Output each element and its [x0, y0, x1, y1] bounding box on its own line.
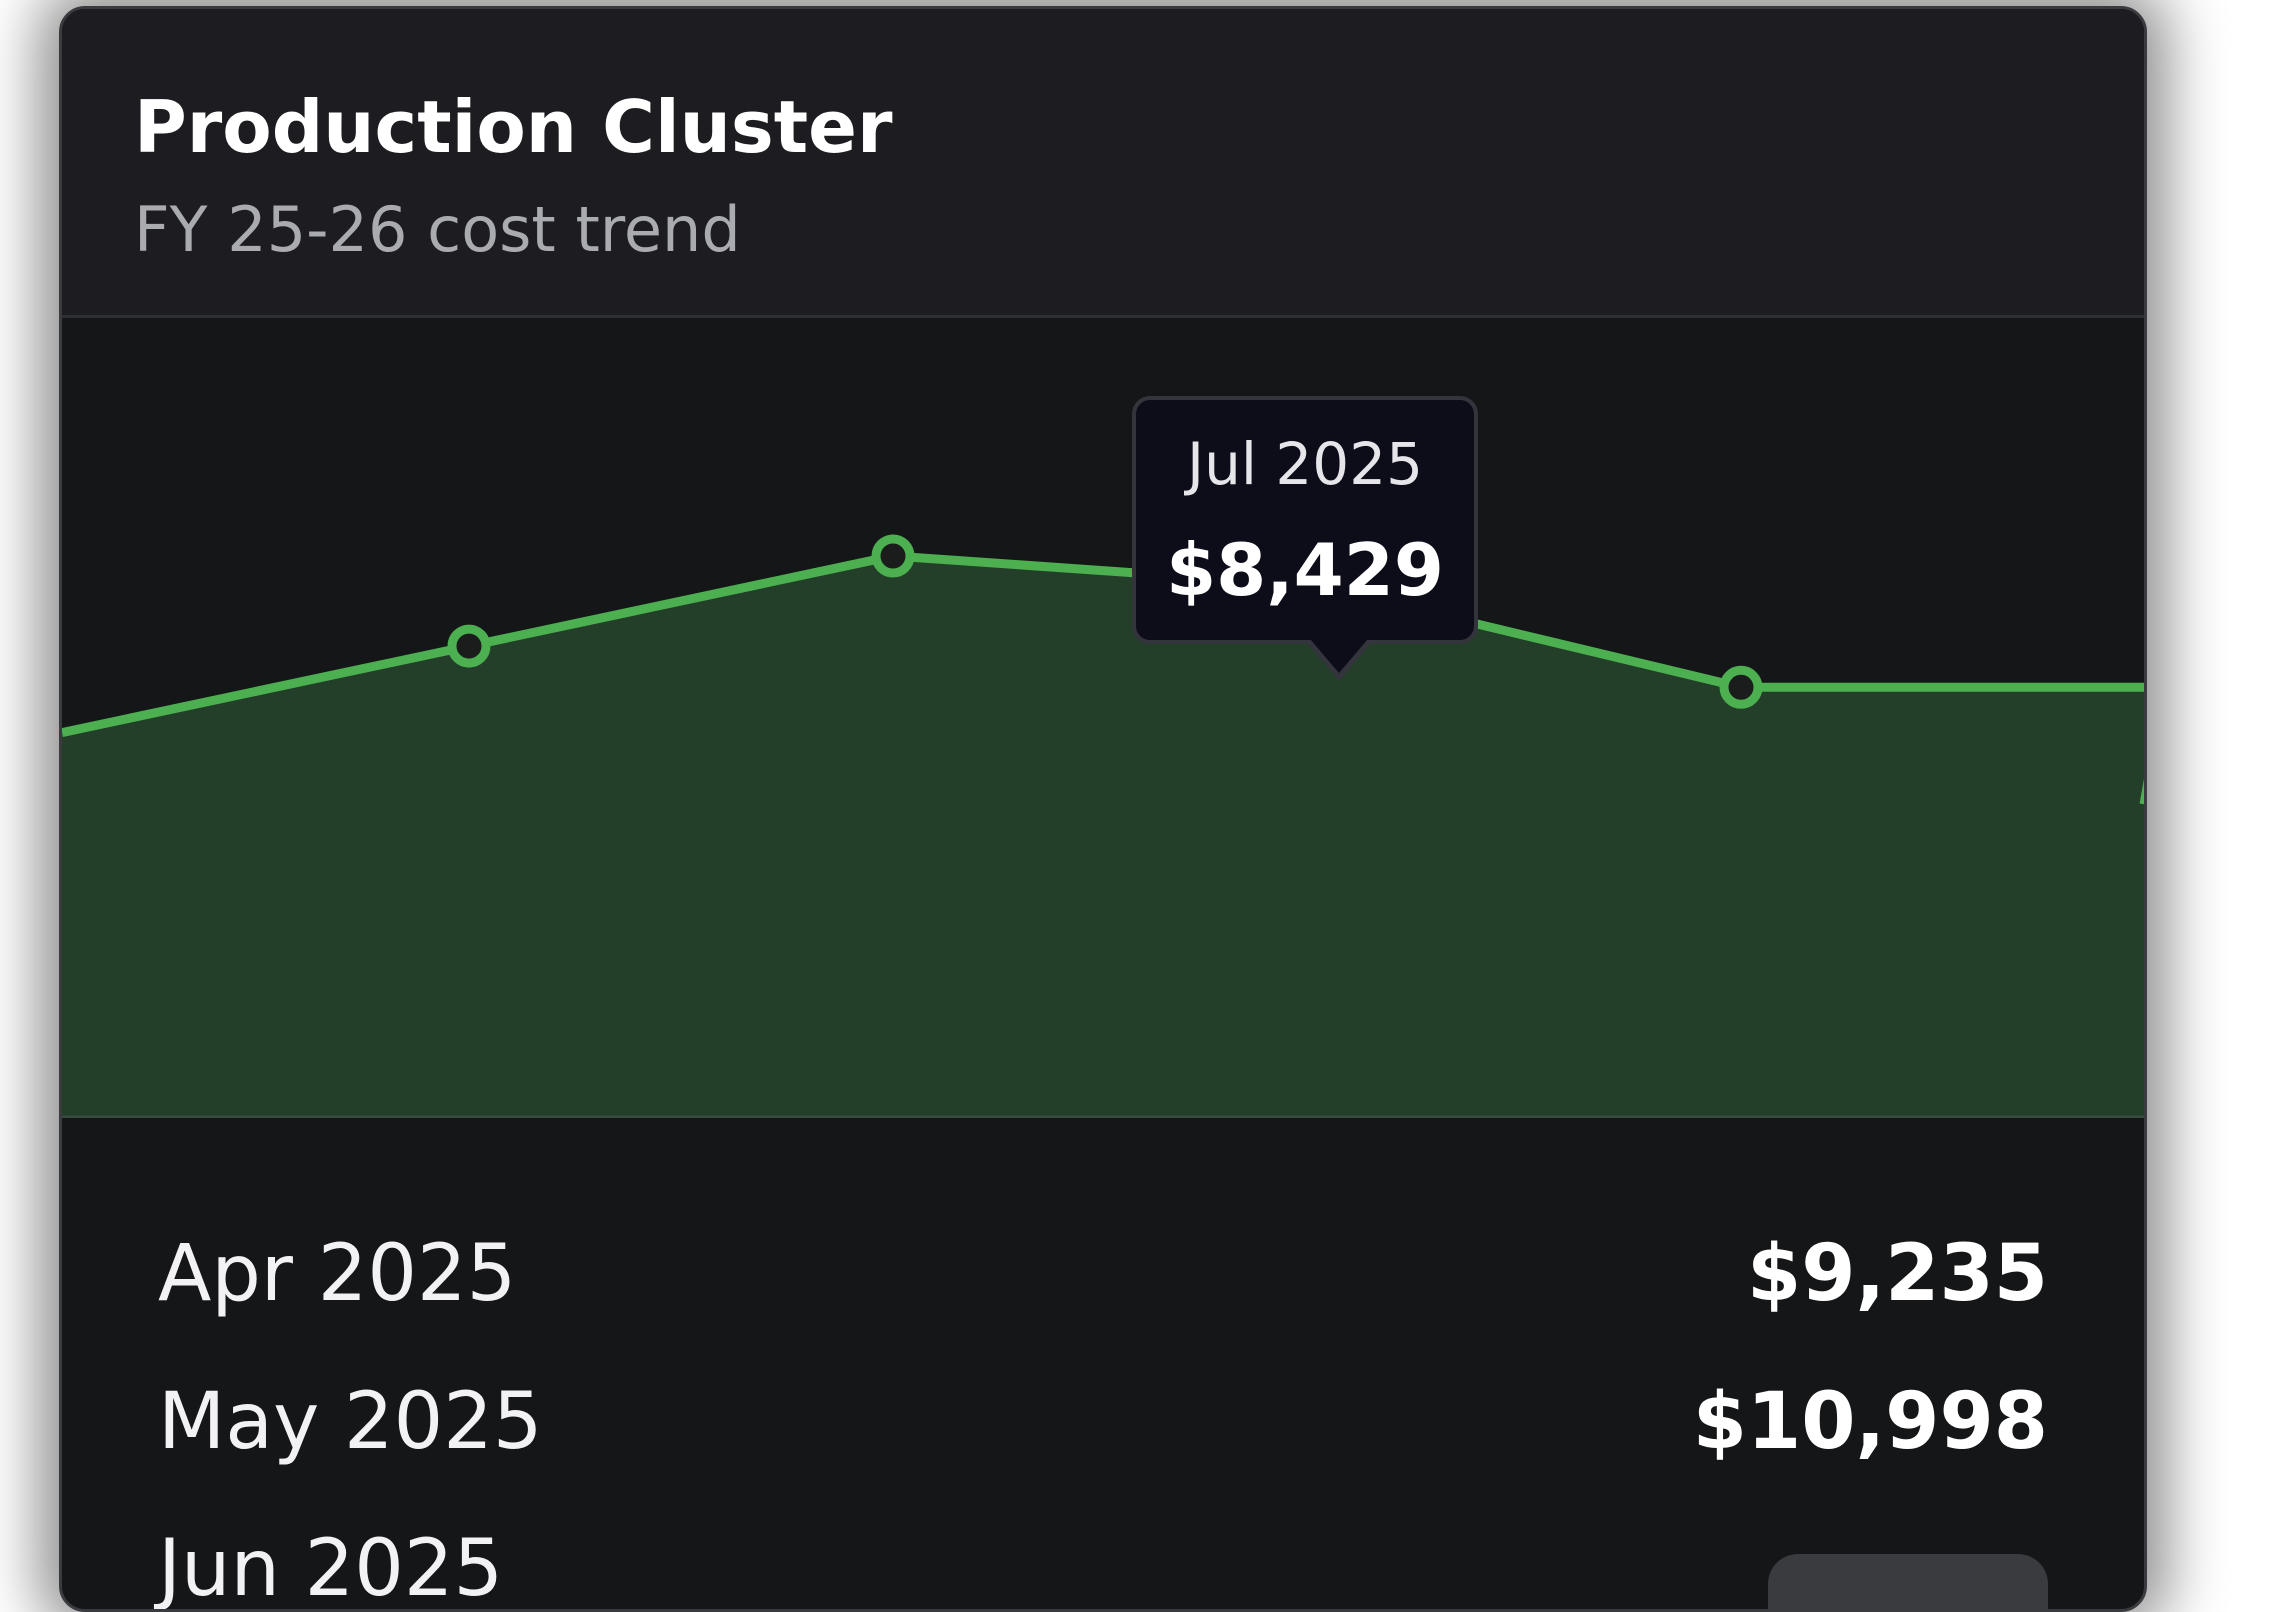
tooltip-caret-fill — [1310, 639, 1368, 673]
data-point-jul-2025[interactable] — [1719, 665, 1763, 709]
tooltip-label: Jul 2025 — [1186, 430, 1424, 498]
cost-trend-chart[interactable]: Jul 2025 $8,429 — [62, 318, 2144, 1118]
list-item-amount — [1768, 1554, 2048, 1609]
data-point-may-2025[interactable] — [871, 534, 915, 578]
chart-tooltip: Jul 2025 $8,429 — [1132, 396, 1478, 644]
list-item-month: Apr 2025 — [158, 1229, 517, 1319]
list-item-month: May 2025 — [158, 1377, 543, 1467]
tooltip-value: $8,429 — [1166, 528, 1444, 612]
list-item-amount: $10,998 — [1692, 1377, 2048, 1467]
card-title: Production Cluster — [134, 85, 893, 169]
data-point-apr-2025[interactable] — [447, 624, 491, 668]
cost-card: Production Cluster FY 25-26 cost trend J… — [59, 6, 2147, 1612]
chart-area — [62, 556, 2144, 1118]
chart-svg — [62, 534, 2144, 1118]
card-subtitle: FY 25-26 cost trend — [134, 193, 741, 266]
card-header: Production Cluster FY 25-26 cost trend — [62, 9, 2144, 318]
list-item[interactable]: May 2025 $10,998 — [158, 1377, 2048, 1497]
list-item[interactable]: Jun 2025 — [158, 1524, 2048, 1612]
list-item-amount: $9,235 — [1747, 1229, 2048, 1319]
list-item-month: Jun 2025 — [158, 1524, 504, 1612]
list-item[interactable]: Apr 2025 $9,235 — [158, 1229, 2048, 1349]
